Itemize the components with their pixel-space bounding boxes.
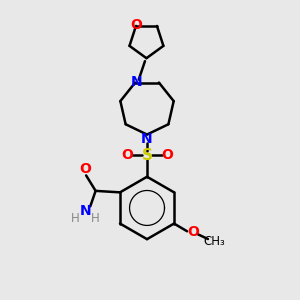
Text: O: O: [130, 18, 142, 32]
Text: CH₃: CH₃: [203, 235, 225, 248]
Text: N: N: [141, 132, 153, 146]
Text: O: O: [121, 148, 133, 162]
Text: H: H: [91, 212, 100, 225]
Text: N: N: [80, 204, 92, 218]
Text: H: H: [70, 212, 79, 225]
Text: O: O: [187, 226, 199, 239]
Text: O: O: [161, 148, 173, 162]
Text: S: S: [142, 148, 152, 163]
Text: N: N: [131, 75, 143, 89]
Text: O: O: [79, 162, 91, 176]
